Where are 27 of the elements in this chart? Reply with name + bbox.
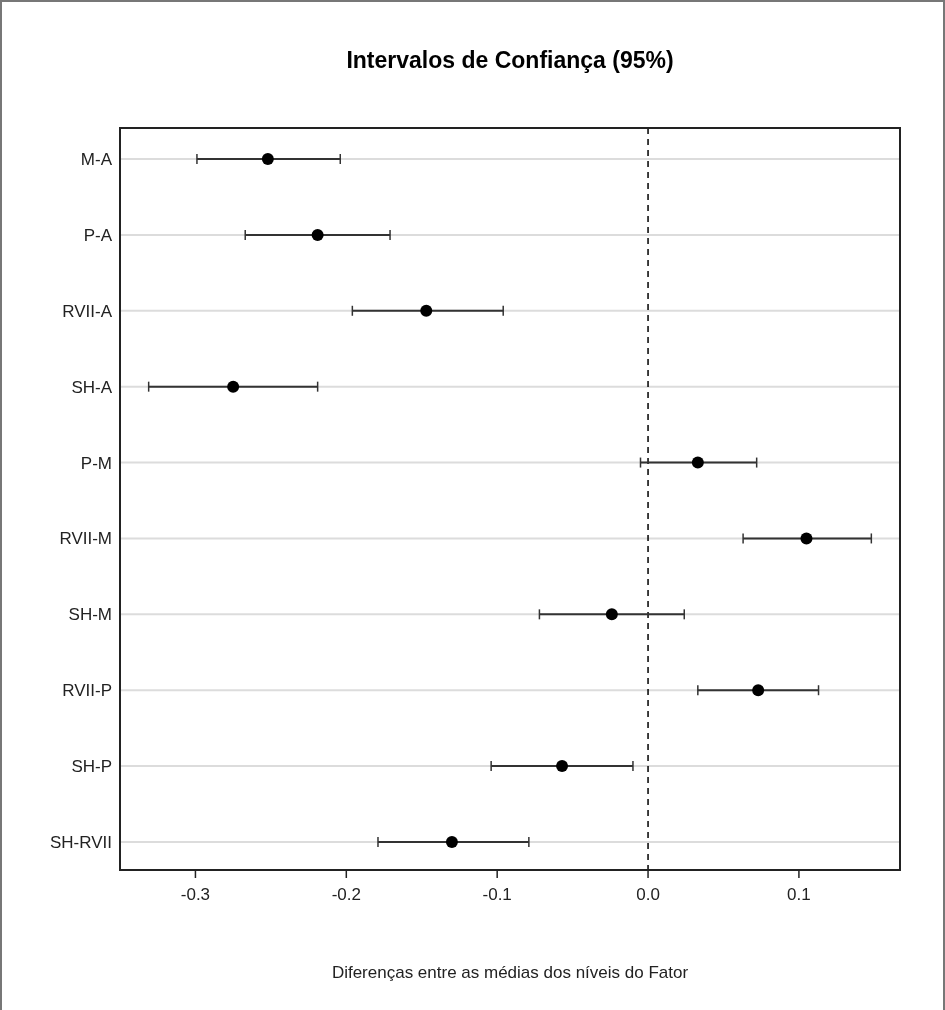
x-tick-label: 0.0 <box>636 885 660 904</box>
y-tick-label: RVII-A <box>62 301 113 321</box>
point <box>556 760 569 773</box>
point <box>691 456 704 469</box>
y-tick-label: RVII-M <box>59 529 112 549</box>
x-tick-label: -0.1 <box>482 885 512 904</box>
y-tick-label: RVII-P <box>62 681 112 701</box>
y-tick-label: P-M <box>80 453 112 473</box>
point <box>261 153 274 165</box>
x-tick-label: -0.3 <box>180 885 211 904</box>
y-tick-label: SH-RVII <box>49 833 112 852</box>
y-tick-label: P-A <box>83 225 113 245</box>
point <box>605 608 618 621</box>
point <box>800 532 813 545</box>
point <box>445 836 458 848</box>
y-tick-label: SH-A <box>71 377 113 397</box>
y-tick-label: SH-P <box>71 757 112 777</box>
y-tick-label: M-A <box>80 150 113 169</box>
point <box>227 380 240 393</box>
y-tick-label: SH-M <box>68 605 112 625</box>
point <box>752 684 765 697</box>
x-tick-label: -0.2 <box>331 885 361 904</box>
point <box>420 304 433 317</box>
x-tick-label: 0.1 <box>787 885 811 904</box>
chart-title: Intervalos de Confiança (95%) <box>346 47 674 73</box>
x-axis-title: Diferenças entre as médias dos níveis do Fator <box>331 963 689 982</box>
point <box>311 228 324 241</box>
